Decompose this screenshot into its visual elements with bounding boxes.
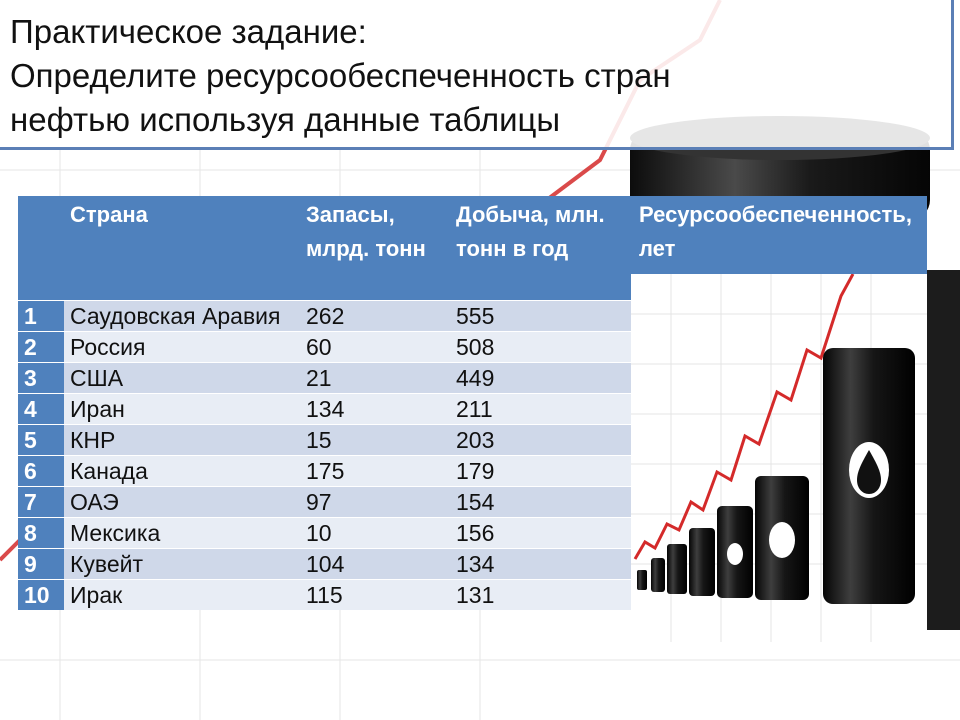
country-cell: Мексика — [64, 516, 300, 548]
title-line-3: нефтью используя данные таблицы — [10, 101, 561, 138]
oil-barrels-illustration — [631, 274, 927, 642]
row-num: 2 — [18, 330, 64, 362]
reserves-cell: 15 — [300, 423, 450, 455]
country-cell: ОАЭ — [64, 485, 300, 517]
production-cell: 134 — [450, 547, 633, 579]
production-cell: 508 — [450, 330, 633, 362]
row-num: 5 — [18, 423, 64, 455]
country-cell: Россия — [64, 330, 300, 362]
row-num: 10 — [18, 578, 64, 610]
reserves-cell: 60 — [300, 330, 450, 362]
row-num: 3 — [18, 361, 64, 393]
country-cell: Иран — [64, 392, 300, 424]
production-cell: 131 — [450, 578, 633, 610]
reserves-cell: 134 — [300, 392, 450, 424]
row-num: 8 — [18, 516, 64, 548]
header-num — [18, 196, 64, 300]
row-num: 4 — [18, 392, 64, 424]
reserves-cell: 175 — [300, 454, 450, 486]
header-reserves: Запасы, млрд. тонн — [300, 196, 450, 300]
row-num: 9 — [18, 547, 64, 579]
production-cell: 555 — [450, 299, 633, 331]
country-cell: Ирак — [64, 578, 300, 610]
row-num: 1 — [18, 299, 64, 331]
country-cell: Канада — [64, 454, 300, 486]
title-line-2: Определите ресурсообеспеченность стран — [10, 57, 671, 94]
reserves-cell: 97 — [300, 485, 450, 517]
reserves-cell: 10 — [300, 516, 450, 548]
country-cell: Кувейт — [64, 547, 300, 579]
production-cell: 211 — [450, 392, 633, 424]
title-box: Практическое задание: Определите ресурсо… — [0, 0, 954, 150]
table-row: 6 Канада 175 179 — [18, 454, 927, 486]
reserves-cell: 104 — [300, 547, 450, 579]
row-num: 7 — [18, 485, 64, 517]
reserves-cell: 262 — [300, 299, 450, 331]
production-cell: 179 — [450, 454, 633, 486]
header-production: Добыча, млн. тонн в год — [450, 196, 633, 300]
country-cell: Саудовская Аравия — [64, 299, 300, 331]
trend-arrow-icon — [633, 274, 855, 560]
production-cell: 203 — [450, 423, 633, 455]
oil-drop-inner — [857, 450, 881, 494]
row-num: 6 — [18, 454, 64, 486]
production-cell: 449 — [450, 361, 633, 393]
title-line-1: Практическое задание: — [10, 13, 367, 50]
country-cell: США — [64, 361, 300, 393]
country-cell: КНР — [64, 423, 300, 455]
production-cell: 154 — [450, 485, 633, 517]
reserves-cell: 115 — [300, 578, 450, 610]
header-country: Страна — [64, 196, 300, 300]
production-cell: 156 — [450, 516, 633, 548]
reserves-cell: 21 — [300, 361, 450, 393]
